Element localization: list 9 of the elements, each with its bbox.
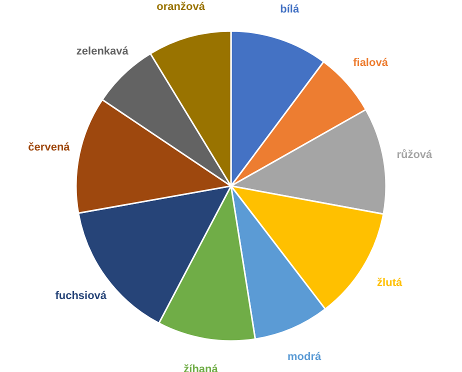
slice-label: modrá	[288, 350, 322, 363]
slice-label: žlutá	[377, 277, 403, 290]
slice-label: růžová	[396, 149, 434, 162]
slice-label: červená	[28, 142, 71, 154]
slice-label: bílá	[280, 3, 300, 16]
slice-label: fialová	[353, 56, 389, 69]
slice-label: zelenkavá	[76, 46, 130, 58]
slice-label: fuchsiová	[55, 290, 108, 302]
slice-label: oranžová	[156, 0, 206, 13]
